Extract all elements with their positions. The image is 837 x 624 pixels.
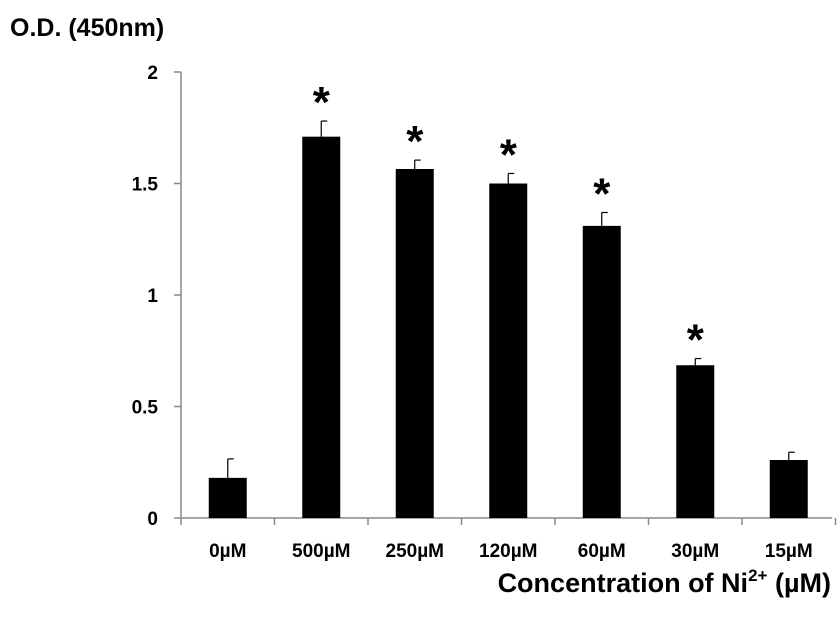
x-tick-label: 500µM (292, 541, 350, 562)
tick-labels: 0 0.5 1 1.5 2 0µM * 500µM * 250µM * 120µM * 60µM * 30µM… (132, 63, 813, 562)
x-tick-label: 60µM (578, 541, 626, 562)
y-axis-title: O.D. (450nm) (10, 14, 165, 42)
x-axis-title-suffix: (µM) (767, 568, 831, 598)
bars (208, 120, 808, 519)
y-tick-label: 0 (147, 509, 158, 530)
bar (676, 365, 715, 518)
y-tick-label: 2 (147, 63, 158, 84)
x-axis-title: Concentration of Ni2+ (µM) (497, 566, 831, 599)
y-tick-label: 1.5 (132, 175, 159, 196)
x-tick-label: 120µM (479, 541, 537, 562)
bar (395, 169, 434, 518)
significance-marker: * (313, 78, 331, 127)
significance-marker: * (406, 117, 424, 166)
significance-marker: * (500, 130, 518, 179)
significance-marker: * (687, 316, 705, 365)
bar (302, 136, 341, 519)
x-tick-label: 15µM (765, 541, 813, 562)
y-tick-label: 0.5 (132, 398, 159, 419)
y-tick-label: 1 (147, 286, 158, 307)
bar (582, 225, 621, 518)
significance-marker: * (593, 169, 611, 218)
bar (769, 460, 808, 518)
x-tick-label: 30µM (671, 541, 719, 562)
x-axis-title-superscript: 2+ (748, 566, 768, 585)
bar (489, 183, 528, 518)
x-tick-label: 0µM (209, 541, 246, 562)
x-tick-label: 250µM (386, 541, 444, 562)
bar (208, 477, 247, 518)
x-axis-title-prefix: Concentration of Ni (497, 568, 749, 598)
